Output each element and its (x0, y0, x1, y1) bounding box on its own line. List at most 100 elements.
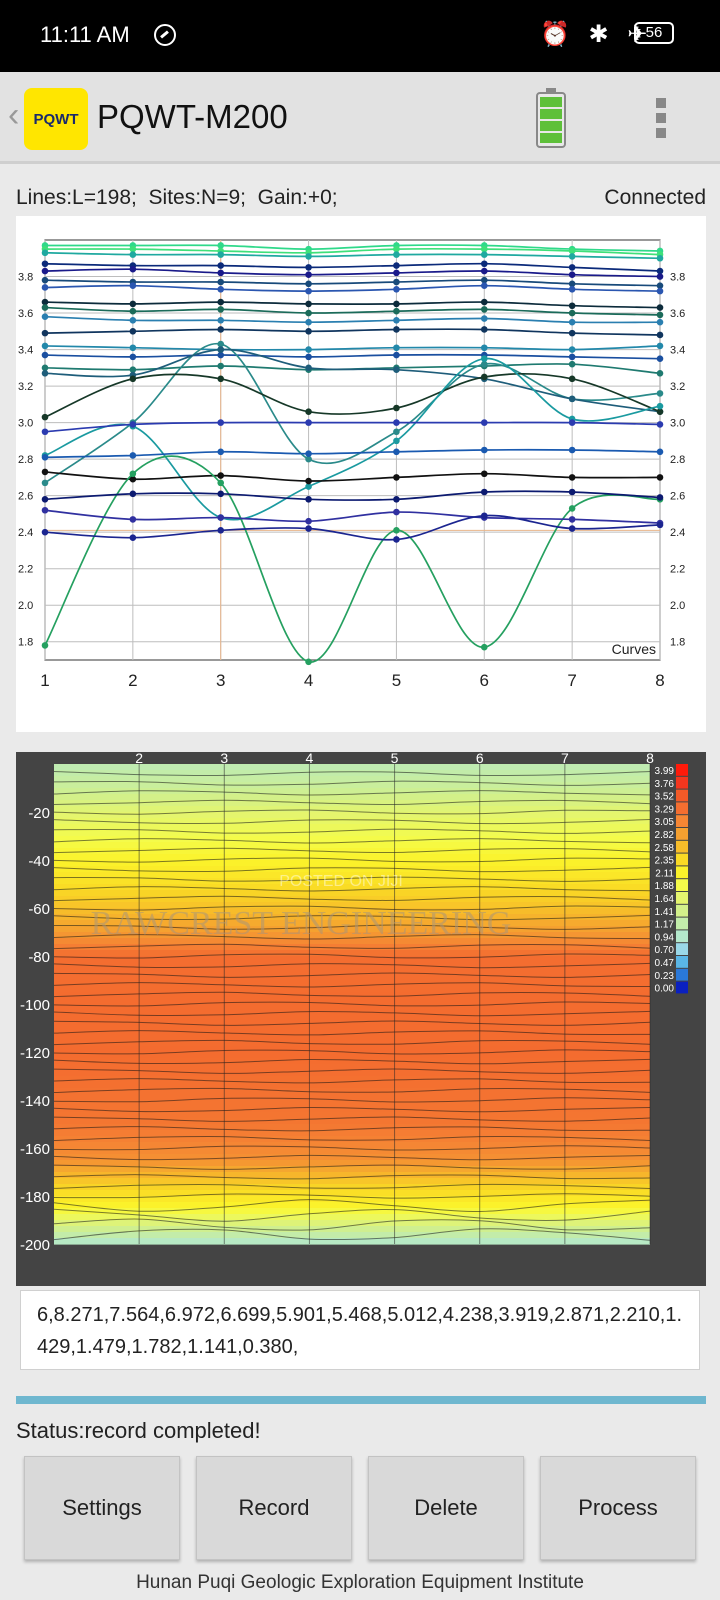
curve-point (568, 329, 576, 337)
heat-y-tick-label: -140 (20, 1093, 50, 1110)
curve-point (217, 278, 225, 286)
curve-point (656, 282, 664, 289)
curve-point (568, 280, 576, 288)
y-tick-label-right: 2.8 (670, 454, 685, 466)
curve-point (305, 455, 312, 463)
curve-line (44, 357, 661, 521)
contour-line (53, 1068, 651, 1074)
colorbar-swatch (676, 879, 688, 891)
profile-heatmap-panel: 2 3 4 5 6 7 8 -20 -40 -60 -80 -100 -120 -140 -160 -180 -… (16, 750, 706, 1286)
heatmap-band (54, 812, 650, 819)
curve-point (217, 346, 225, 353)
process-button[interactable]: Process (540, 1456, 696, 1560)
heatmap-band (54, 836, 650, 843)
colorbar-label: 3.52 (655, 792, 675, 803)
y-tick-label-left: 3.6 (18, 308, 33, 320)
curve-point (656, 408, 664, 415)
curve-point (305, 483, 312, 490)
y-tick-label-left: 2.0 (18, 600, 33, 612)
contour-line (53, 924, 651, 930)
contour-line (53, 847, 651, 854)
heatmap-band (54, 932, 650, 939)
curve-point (656, 318, 664, 326)
curve-point (480, 488, 488, 496)
x-tick-label: 7 (567, 671, 576, 690)
colorbar-label: 0.94 (655, 932, 675, 943)
y-tick-label-left: 3.4 (18, 345, 33, 357)
contour-line (53, 866, 651, 873)
curve-point (568, 360, 576, 368)
colorbar-label: 2.11 (655, 868, 674, 879)
record-button[interactable]: Record (196, 1456, 352, 1560)
heatmap-band (54, 962, 650, 969)
progress-fill (16, 1396, 706, 1404)
curve-point (393, 307, 400, 315)
curve-point (393, 448, 400, 456)
curve-point (568, 247, 576, 255)
profile-heatmap[interactable]: 2 3 4 5 6 7 8 -20 -40 -60 -80 -100 -120 -140 -160 -180 -… (16, 750, 706, 1286)
contour-line (53, 1164, 651, 1170)
curve-point (480, 306, 488, 313)
curve-point (41, 364, 49, 372)
curve-point (129, 375, 137, 383)
heatmap-band (54, 968, 650, 975)
curve-point (656, 474, 664, 481)
curve-point (305, 525, 312, 532)
curve-point (656, 521, 664, 529)
curve-point (656, 304, 664, 311)
curve-point (393, 366, 400, 373)
colorbar-label: 3.99 (655, 766, 675, 777)
curve-point (41, 642, 49, 649)
x-tick-label: 1 (40, 671, 49, 690)
curve-point (656, 287, 664, 295)
curve-point (129, 516, 137, 523)
curve-point (41, 304, 49, 311)
colorbar-swatch (676, 930, 688, 943)
settings-button[interactable]: Settings (24, 1456, 180, 1560)
curve-point (568, 505, 576, 512)
curve-point (480, 419, 488, 426)
curve-point (568, 516, 576, 523)
curve-point (217, 340, 225, 348)
curve-chart[interactable]: 3.8 3.8 3.6 3.6 3.4 3.4 3.2 3.2 3.0 3.0 2.8 2.8 2.6 2… (16, 216, 706, 732)
colorbar-label: 1.41 (655, 907, 675, 918)
curve-point (129, 317, 137, 324)
curve-point (129, 353, 137, 361)
curve-point (480, 282, 488, 289)
colorbar-swatch (676, 956, 688, 968)
heatmap-band (54, 1028, 650, 1035)
contour-line (53, 1145, 651, 1151)
heatmap-band (54, 1220, 650, 1227)
y-tick-label-right: 2.4 (670, 527, 685, 539)
heatmap-band (54, 1022, 650, 1029)
x-tick-label: 8 (655, 671, 664, 690)
overflow-menu-icon[interactable] (656, 98, 668, 143)
curve-point (480, 251, 488, 258)
colorbar-swatch (676, 840, 688, 853)
curve-point (568, 264, 576, 271)
curve-point (129, 245, 137, 253)
contour-line (53, 972, 651, 978)
curve-point (305, 328, 312, 335)
curve-point (41, 298, 49, 306)
y-tick-label-left: 3.8 (18, 272, 33, 284)
curve-line (44, 247, 661, 256)
colorbar-label: 2.58 (655, 843, 675, 854)
curve-point (393, 508, 400, 516)
curve-point (305, 300, 312, 308)
curve-point (217, 490, 225, 498)
heatmap-band (54, 1046, 650, 1053)
heatmap-band (54, 1052, 650, 1059)
curve-point (568, 253, 576, 260)
contour-line (53, 876, 651, 882)
contour-line (53, 991, 651, 998)
curve-point (217, 514, 225, 521)
curve-point (129, 328, 137, 335)
gain-info: Gain:+0; (257, 186, 338, 209)
contour-line (53, 1193, 651, 1199)
curve-line (44, 348, 661, 413)
back-chevron-icon[interactable]: ‹ (8, 96, 20, 134)
delete-button[interactable]: Delete (368, 1456, 524, 1560)
x-tick-label: 4 (304, 671, 313, 690)
curve-point (393, 269, 400, 277)
